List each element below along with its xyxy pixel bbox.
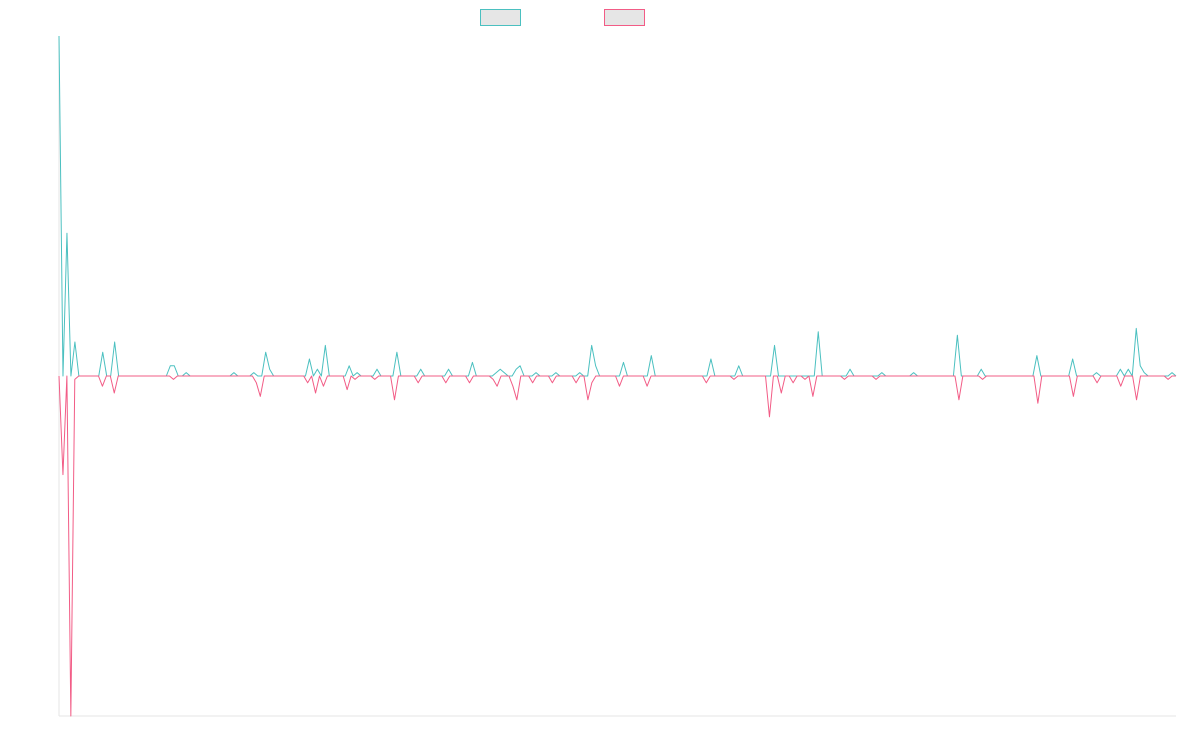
legend-swatch-2[interactable] xyxy=(604,9,645,26)
series-layer xyxy=(58,35,1177,717)
series-line-2 xyxy=(58,375,1176,717)
series-2 xyxy=(58,375,1176,717)
legend-swatch-1[interactable] xyxy=(480,9,521,26)
series-1 xyxy=(58,35,1177,377)
series-line-1 xyxy=(58,35,1177,377)
legend xyxy=(480,9,645,26)
